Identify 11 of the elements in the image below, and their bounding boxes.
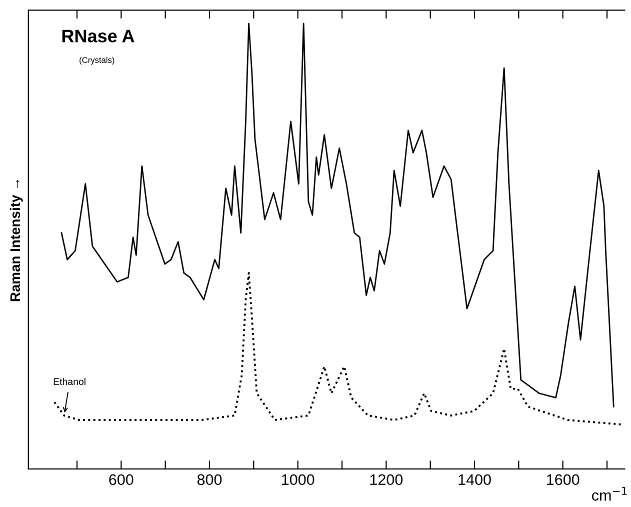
x-tick-label: 1200 bbox=[370, 474, 403, 486]
x-tick-label: 1000 bbox=[282, 474, 314, 486]
annotation: RNase A bbox=[62, 30, 134, 42]
annotation: (Crystals) bbox=[80, 56, 114, 65]
x-axis-title: cm$^{−1}$ bbox=[592, 486, 627, 501]
x-tick-label: 1600 bbox=[547, 474, 580, 486]
x-tick-label: 1400 bbox=[458, 474, 491, 486]
x-tick-label: 800 bbox=[197, 474, 222, 486]
x-tick-label: 600 bbox=[109, 474, 134, 486]
annotation: Ethanol bbox=[54, 378, 86, 386]
y-axis-title: Raman Intensity → bbox=[10, 180, 23, 302]
